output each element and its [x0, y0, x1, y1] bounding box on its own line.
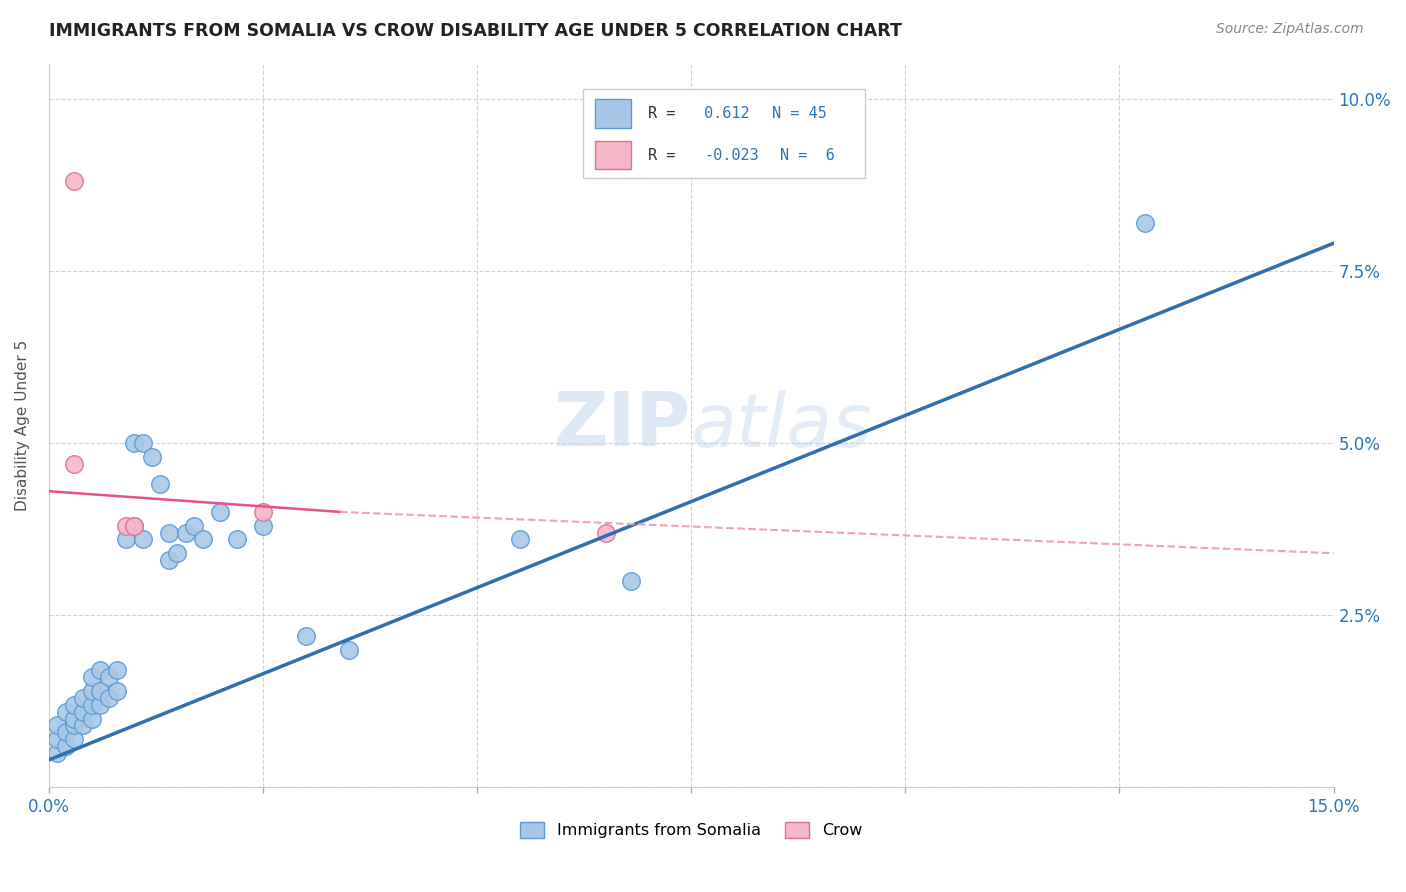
Text: R =: R =: [648, 148, 675, 162]
Point: [55, 739, 77, 753]
Point: [80, 698, 103, 712]
Point: [89, 664, 111, 678]
Point: [63, 457, 86, 471]
Point: [97, 670, 120, 684]
Point: [157, 553, 180, 567]
Point: [595, 525, 617, 540]
Text: N =  6: N = 6: [780, 148, 835, 162]
Point: [55, 705, 77, 719]
FancyBboxPatch shape: [583, 89, 865, 178]
Point: [46, 746, 69, 760]
Text: ZIP: ZIP: [554, 389, 692, 462]
Point: [132, 533, 155, 547]
Y-axis label: Disability Age Under 5: Disability Age Under 5: [15, 340, 30, 511]
Point: [115, 533, 138, 547]
Bar: [595, 99, 631, 128]
Point: [620, 574, 643, 588]
Legend: Immigrants from Somalia, Crow: Immigrants from Somalia, Crow: [515, 815, 869, 845]
Point: [157, 525, 180, 540]
Text: Source: ZipAtlas.com: Source: ZipAtlas.com: [1216, 22, 1364, 37]
Point: [132, 436, 155, 450]
Point: [115, 518, 138, 533]
Point: [46, 732, 69, 747]
Point: [183, 518, 205, 533]
Point: [80, 670, 103, 684]
Text: IMMIGRANTS FROM SOMALIA VS CROW DISABILITY AGE UNDER 5 CORRELATION CHART: IMMIGRANTS FROM SOMALIA VS CROW DISABILI…: [49, 22, 903, 40]
Point: [105, 664, 128, 678]
Point: [63, 732, 86, 747]
Point: [80, 684, 103, 698]
Point: [174, 525, 197, 540]
Point: [80, 712, 103, 726]
Point: [46, 718, 69, 732]
Point: [294, 629, 316, 643]
Point: [89, 684, 111, 698]
Text: atlas: atlas: [692, 390, 873, 462]
Point: [72, 705, 94, 719]
Point: [226, 533, 249, 547]
Point: [97, 690, 120, 705]
Text: 0.612: 0.612: [704, 106, 749, 120]
Point: [89, 698, 111, 712]
Point: [72, 690, 94, 705]
Point: [63, 174, 86, 188]
Point: [191, 533, 214, 547]
Point: [55, 725, 77, 739]
Point: [509, 533, 531, 547]
Point: [149, 477, 172, 491]
Point: [124, 518, 146, 533]
Text: -0.023: -0.023: [704, 148, 759, 162]
Point: [337, 642, 360, 657]
Point: [1135, 215, 1157, 229]
Point: [72, 718, 94, 732]
Point: [63, 712, 86, 726]
Point: [63, 698, 86, 712]
Point: [63, 718, 86, 732]
Text: N = 45: N = 45: [772, 106, 827, 120]
Point: [124, 518, 146, 533]
Point: [166, 546, 188, 560]
Point: [209, 505, 232, 519]
Bar: [595, 141, 631, 169]
Point: [141, 450, 163, 464]
Point: [252, 518, 274, 533]
Text: R =: R =: [648, 106, 675, 120]
Point: [105, 684, 128, 698]
Point: [252, 505, 274, 519]
Point: [124, 436, 146, 450]
